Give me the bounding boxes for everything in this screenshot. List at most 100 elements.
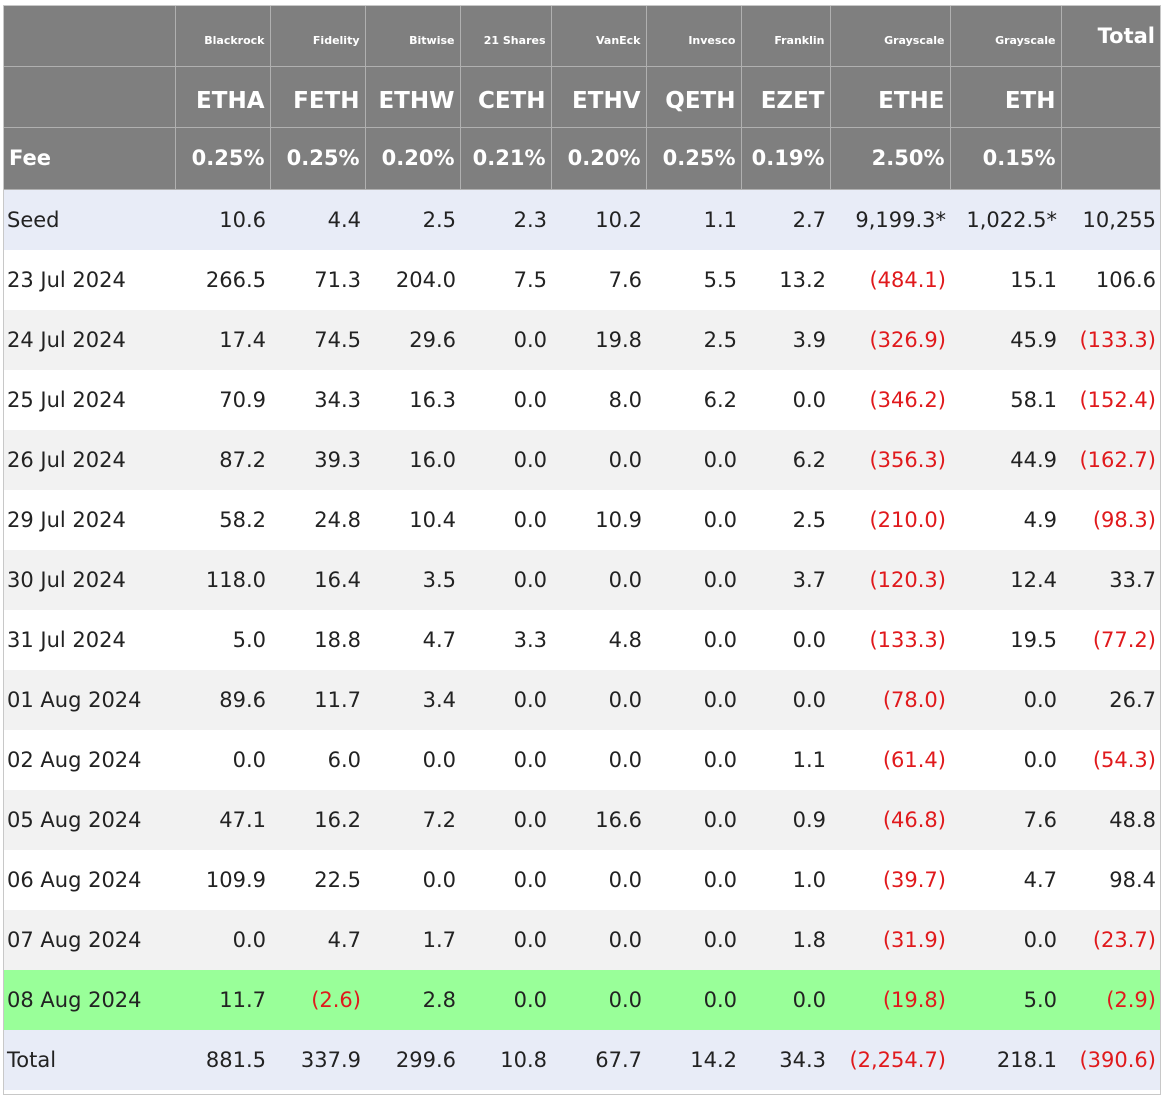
fee-cell: 0.19% (741, 127, 831, 190)
flow-value-cell: 0.0 (646, 669, 741, 730)
flow-value-cell: 0.9 (741, 789, 830, 850)
ticker-header-cell: FETH (270, 66, 366, 128)
flow-value-cell: 14.2 (646, 1029, 741, 1090)
fee-header-row: Fee 0.25% 0.25% 0.20% 0.21% 0.20% 0.25% … (4, 127, 1160, 190)
seed-label: Seed (4, 189, 175, 250)
flow-value-cell: (39.7) (830, 849, 950, 910)
flow-value-cell: 0.0 (551, 549, 646, 610)
row-total-cell: 106.6 (1061, 249, 1160, 310)
issuer-header-cell: Grayscale (830, 6, 951, 67)
fee-cell: 0.20% (365, 127, 461, 190)
flow-value-cell: 16.0 (365, 429, 460, 490)
flow-value-cell: 0.0 (646, 729, 741, 790)
ticker-header-cell: EZET (741, 66, 831, 128)
flow-value-cell: 0.0 (460, 909, 551, 970)
flow-value-cell: 0.0 (741, 969, 830, 1030)
flow-value-cell: 3.5 (365, 549, 460, 610)
total-label: Total (4, 1029, 175, 1090)
ticker-header-row: ETHA FETH ETHW CETH ETHV QETH EZET ETHE … (4, 66, 1160, 128)
flow-value-cell: 0.0 (950, 909, 1061, 970)
flow-value-cell: 3.4 (365, 669, 460, 730)
flow-value-cell: 118.0 (175, 549, 270, 610)
flow-value-cell: 0.0 (646, 789, 741, 850)
date-cell: 23 Jul 2024 (4, 249, 175, 310)
flow-value-cell: 2.3 (460, 189, 551, 250)
flow-value-cell: 4.4 (270, 189, 365, 250)
flow-value-cell: 2.5 (741, 489, 830, 550)
row-total-cell: (390.6) (1061, 1029, 1160, 1090)
flow-value-cell: 10.6 (175, 189, 270, 250)
flow-value-cell: 0.0 (460, 969, 551, 1030)
flow-value-cell: 47.1 (175, 789, 270, 850)
flow-value-cell: 89.6 (175, 669, 270, 730)
flow-value-cell: 0.0 (460, 669, 551, 730)
eth-etf-flows-table: Blackrock Fidelity Bitwise 21 Shares Van… (4, 6, 1160, 1090)
flow-value-cell: (61.4) (830, 729, 950, 790)
date-cell: 05 Aug 2024 (4, 789, 175, 850)
flow-value-cell: 0.0 (646, 849, 741, 910)
flow-value-cell: 15.1 (950, 249, 1061, 310)
fee-cell: 0.25% (270, 127, 366, 190)
daily-flow-row: 24 Jul 2024 17.4 74.5 29.6 0.0 19.8 2.5 3.9 (326… (4, 309, 1160, 370)
flow-value-cell: 17.4 (175, 309, 270, 370)
flow-value-cell: 10.4 (365, 489, 460, 550)
flow-value-cell: 0.0 (646, 429, 741, 490)
flow-value-cell: 0.0 (365, 849, 460, 910)
flow-table-body: Seed 10.6 4.4 2.5 2.3 10.2 1.1 2.7 9,199.3* 1,022… (4, 189, 1160, 1090)
flow-value-cell: 6.0 (270, 729, 365, 790)
flow-value-cell: 34.3 (741, 1029, 830, 1090)
flow-value-cell: 0.0 (460, 429, 551, 490)
ticker-header-cell: ETHE (830, 66, 951, 128)
flow-value-cell: (78.0) (830, 669, 950, 730)
total-row: Total 881.5 337.9 299.6 10.8 67.7 14.2 34.3 (2,2… (4, 1029, 1160, 1090)
flow-value-cell: 5.0 (175, 609, 270, 670)
date-cell: 01 Aug 2024 (4, 669, 175, 730)
flow-value-cell: 0.0 (365, 729, 460, 790)
flow-value-cell: 0.0 (950, 729, 1061, 790)
fee-cell: 0.25% (175, 127, 271, 190)
flow-value-cell: 7.2 (365, 789, 460, 850)
flow-value-cell: (46.8) (830, 789, 950, 850)
flow-value-cell: (210.0) (830, 489, 950, 550)
flow-value-cell: 266.5 (175, 249, 270, 310)
ticker-header-cell: CETH (460, 66, 552, 128)
flow-value-cell: 1.0 (741, 849, 830, 910)
row-total-cell: 10,255 (1061, 189, 1160, 250)
fee-header-empty (1061, 127, 1160, 190)
flow-value-cell: 10.8 (460, 1029, 551, 1090)
flow-value-cell: 24.8 (270, 489, 365, 550)
flow-value-cell: 34.3 (270, 369, 365, 430)
issuer-header-cell: Bitwise (365, 6, 461, 67)
flow-value-cell: 218.1 (950, 1029, 1061, 1090)
flow-value-cell: 22.5 (270, 849, 365, 910)
flow-value-cell: (2,254.7) (830, 1029, 950, 1090)
row-total-cell: (54.3) (1061, 729, 1160, 790)
issuer-header-row: Blackrock Fidelity Bitwise 21 Shares Van… (4, 6, 1160, 67)
date-cell: 26 Jul 2024 (4, 429, 175, 490)
row-total-cell: 26.7 (1061, 669, 1160, 730)
row-total-cell: (162.7) (1061, 429, 1160, 490)
flow-value-cell: 7.5 (460, 249, 551, 310)
flow-value-cell: 71.3 (270, 249, 365, 310)
flow-value-cell: 3.9 (741, 309, 830, 370)
flow-value-cell: (356.3) (830, 429, 950, 490)
date-cell: 06 Aug 2024 (4, 849, 175, 910)
daily-flow-row: 25 Jul 2024 70.9 34.3 16.3 0.0 8.0 6.2 0.0 (346.… (4, 369, 1160, 430)
flow-value-cell: 11.7 (270, 669, 365, 730)
issuer-header-cell: VanEck (551, 6, 647, 67)
flow-value-cell: 0.0 (460, 849, 551, 910)
flow-value-cell: (120.3) (830, 549, 950, 610)
flow-value-cell: 19.8 (551, 309, 646, 370)
flow-value-cell: 0.0 (551, 849, 646, 910)
flow-value-cell: (326.9) (830, 309, 950, 370)
flow-value-cell: 18.8 (270, 609, 365, 670)
flow-value-cell: 16.6 (551, 789, 646, 850)
date-cell: 07 Aug 2024 (4, 909, 175, 970)
flow-value-cell: 4.7 (950, 849, 1061, 910)
flow-value-cell: 0.0 (460, 729, 551, 790)
flow-value-cell: 74.5 (270, 309, 365, 370)
flow-value-cell: 13.2 (741, 249, 830, 310)
flow-value-cell: 67.7 (551, 1029, 646, 1090)
flow-value-cell: 5.5 (646, 249, 741, 310)
row-total-cell: 98.4 (1061, 849, 1160, 910)
